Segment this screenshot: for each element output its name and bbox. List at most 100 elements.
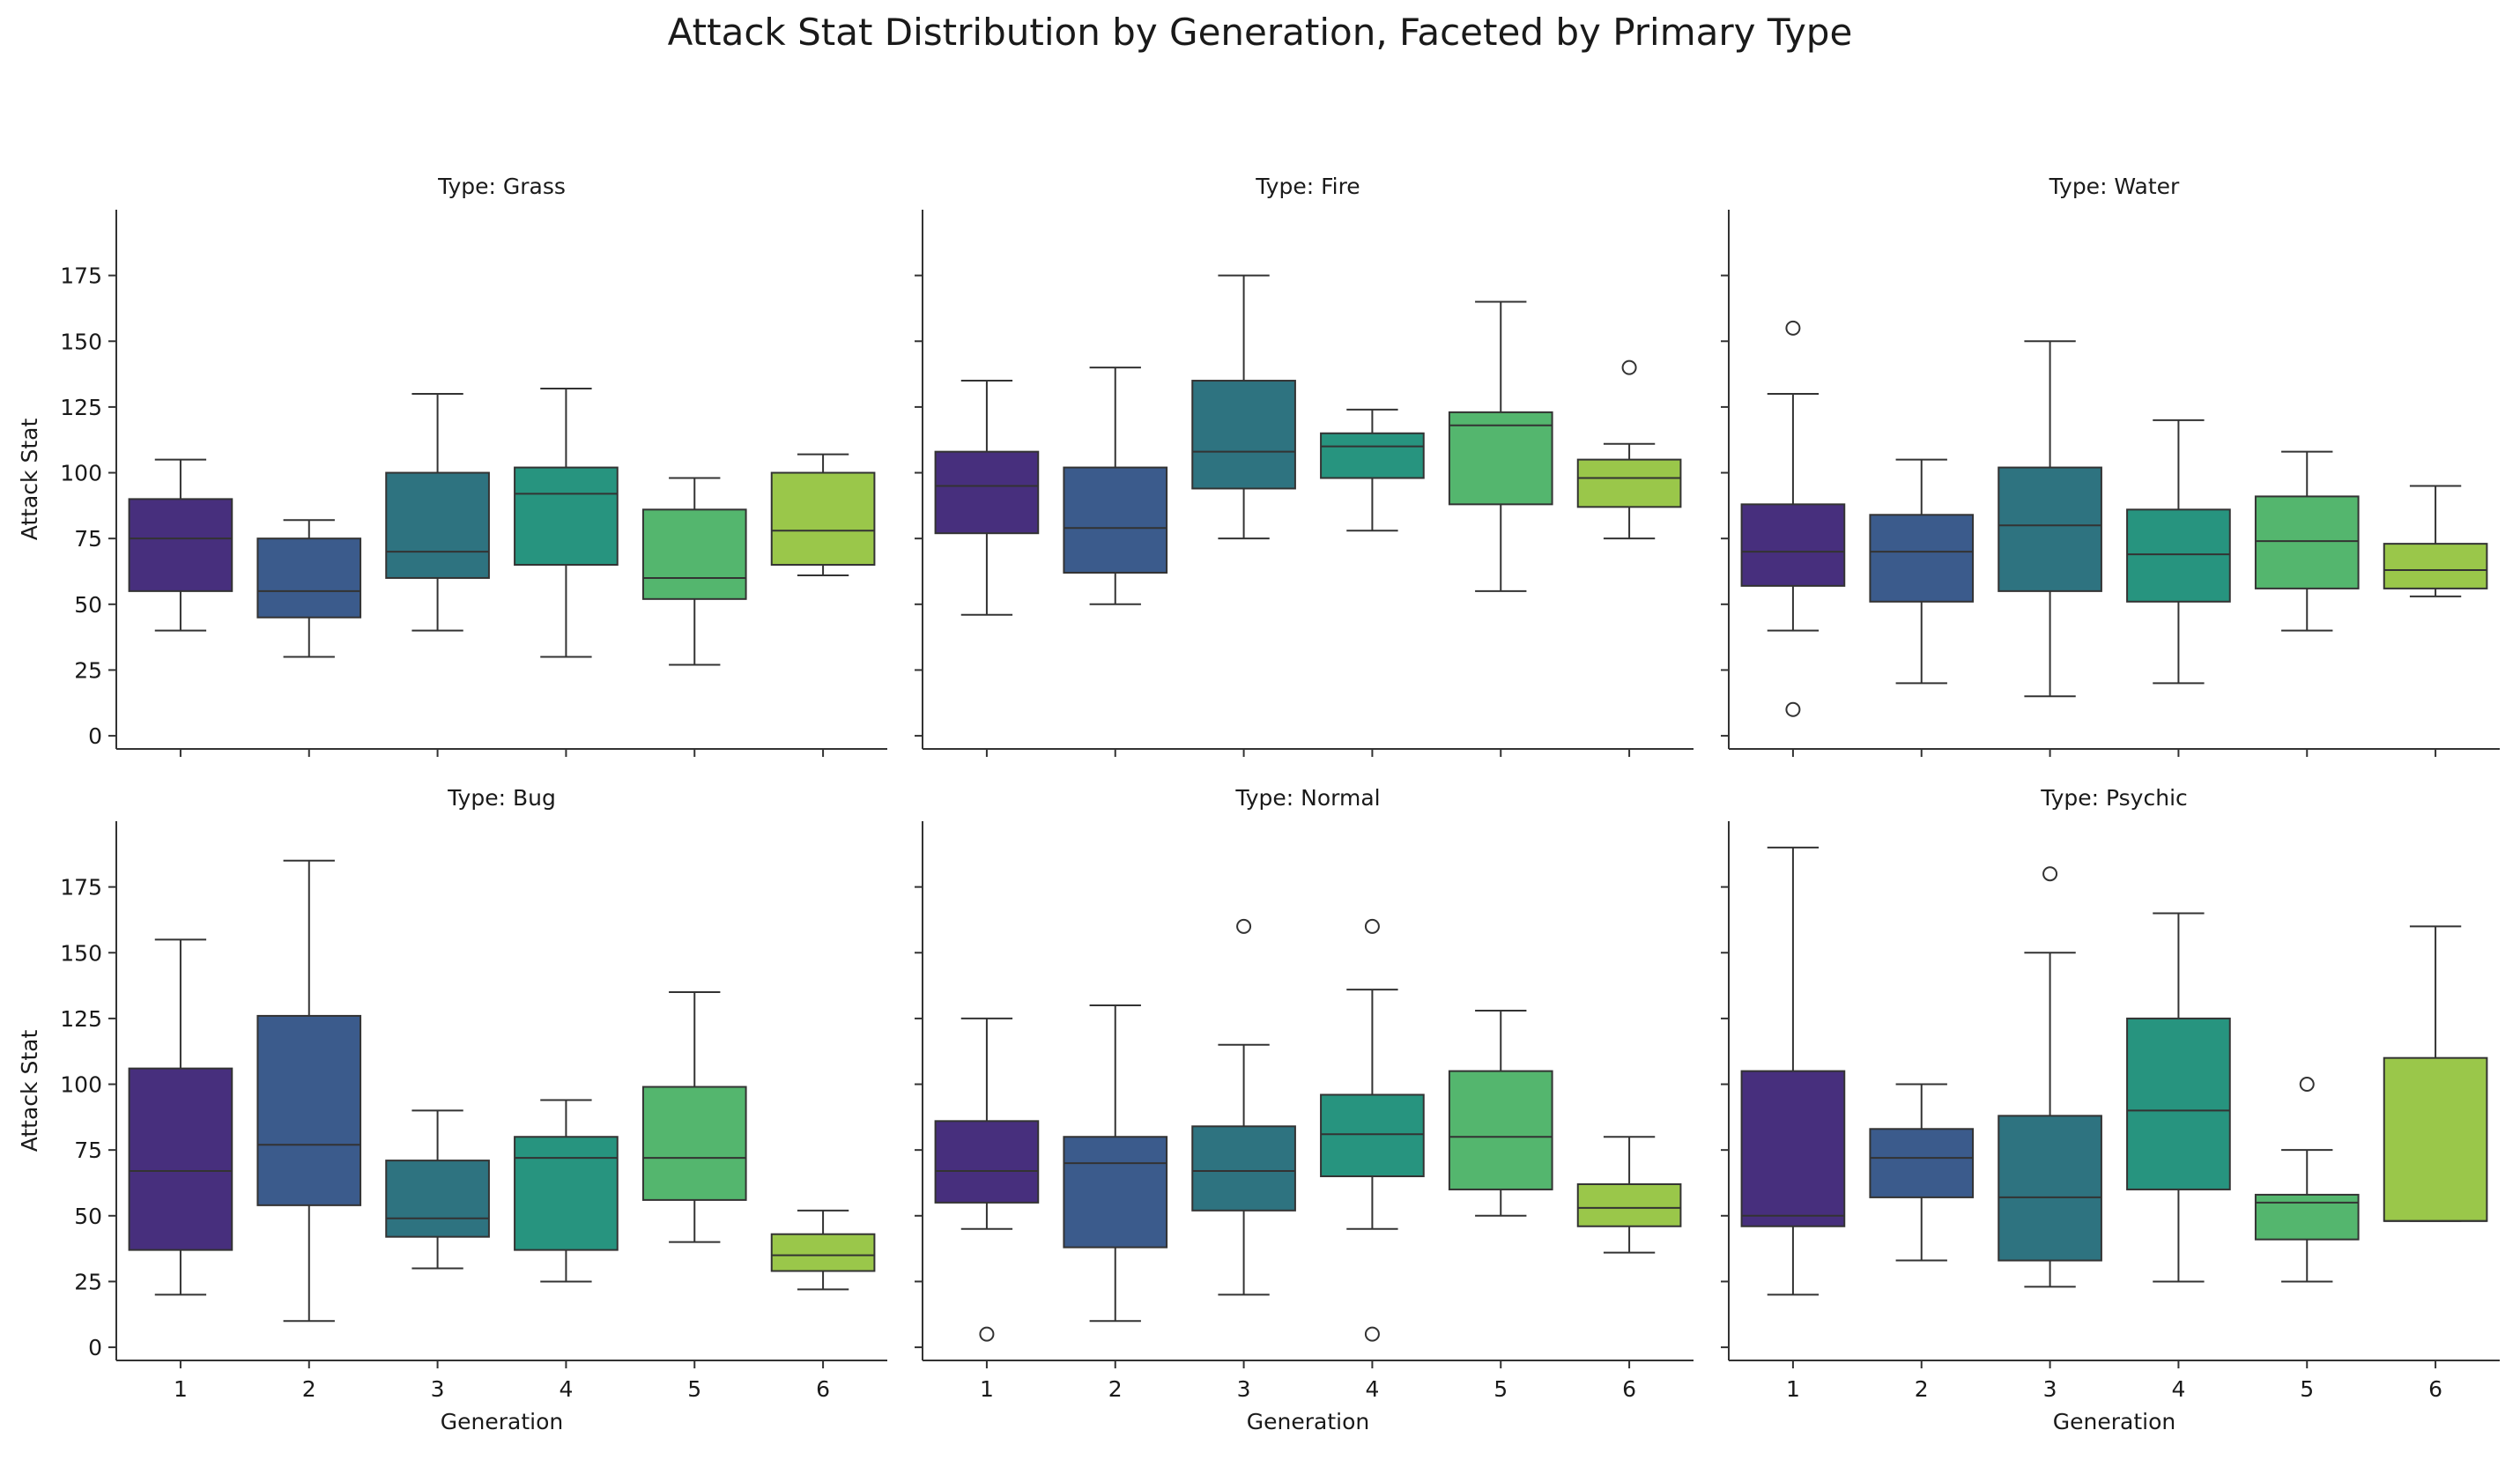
outlier-point [1621,359,1637,375]
x-tick-label: 3 [1237,1376,1251,1402]
box-gen-4 [1320,408,1425,532]
box-iqr [1191,1125,1296,1212]
box-gen-3 [1191,274,1296,540]
box-gen-6 [2383,485,2488,597]
box-iqr [385,1160,490,1238]
box-gen-4 [2126,912,2231,1283]
y-tick-label: 0 [88,1335,102,1360]
y-tick-label: 100 [60,1072,102,1098]
x-tick-label: 5 [2300,1376,2314,1402]
box-gen-2 [1063,1004,1168,1323]
box-gen-5 [1448,1009,1553,1217]
box-gen-6 [1576,359,1682,540]
box-iqr [1320,1093,1425,1178]
box-gen-4 [1320,918,1425,1342]
box-gen-3 [385,1109,490,1270]
box-gen-4 [514,388,619,658]
x-tick-label: 6 [1622,1376,1636,1402]
box-iqr [1576,1182,1682,1227]
box-gen-1 [1740,320,1846,717]
y-tick-label: 0 [88,723,102,749]
box-iqr [1869,514,1975,603]
box-gen-3 [385,392,490,632]
box-iqr [1997,466,2102,592]
box-gen-1 [934,380,1040,616]
facet-title: Type: Psychic [2040,785,2188,811]
box-gen-5 [2254,450,2360,632]
facet-title: Type: Fire [1255,174,1360,199]
y-tick-label: 50 [74,592,102,618]
y-tick-label: 25 [74,1269,102,1294]
box-iqr [1063,1136,1168,1249]
facet-title: Type: Normal [1234,785,1380,811]
x-axis-label: Generation [1247,1409,1369,1434]
x-tick-label: 4 [1365,1376,1379,1402]
y-tick-label: 25 [74,657,102,683]
box-iqr [2254,495,2360,589]
box-iqr [1448,411,1553,506]
box-iqr [1448,1070,1553,1190]
box-iqr [770,1233,876,1272]
outlier-point [2299,1077,2315,1093]
y-tick-label: 175 [60,263,102,289]
y-axis-label: Attack Stat [17,1030,42,1152]
box-gen-6 [770,453,876,576]
box-iqr [1063,466,1168,574]
facet-title: Type: Grass [437,174,566,199]
box-iqr [1576,458,1682,508]
box-iqr [2126,1017,2231,1190]
outlier-point [1364,1326,1380,1342]
y-tick-label: 75 [74,1138,102,1163]
figure-title: Attack Stat Distribution by Generation, … [667,11,1853,54]
box-gen-5 [1448,300,1553,592]
facet-panel-2: Type: Fire [915,174,1694,757]
box-iqr [2383,543,2488,589]
box-gen-5 [641,991,747,1243]
x-tick-label: 1 [1786,1376,1800,1402]
outlier-point [1785,320,1801,336]
y-axis-label: Attack Stat [17,419,42,541]
outlier-point [1236,918,1252,934]
x-tick-label: 2 [1108,1376,1123,1402]
x-tick-label: 2 [1915,1376,1929,1402]
box-iqr [128,498,233,592]
box-gen-3 [1997,866,2102,1288]
box-iqr [514,1136,619,1251]
facet-panel-4: Type: Bug 0 25 50 75 100 125 150 175 1 2 3 4 5 6 Attack… [17,785,887,1434]
box-gen-1 [128,458,233,632]
facet-panel-3: Type: Water [1721,174,2500,757]
x-tick-label: 4 [2171,1376,2185,1402]
y-tick-label: 50 [74,1204,102,1229]
outlier-point [1785,701,1801,717]
box-iqr [641,508,747,600]
outlier-point [1364,918,1380,934]
box-iqr [1740,1070,1846,1227]
box-gen-3 [1191,918,1296,1296]
box-gen-5 [2254,1077,2360,1283]
box-iqr [1740,503,1846,587]
box-gen-2 [1063,367,1168,605]
box-gen-1 [1740,846,1846,1296]
box-iqr [770,471,876,567]
box-iqr [385,471,490,579]
box-iqr [2254,1193,2360,1241]
box-gen-1 [128,938,233,1296]
box-iqr [1869,1128,1975,1198]
y-tick-label: 125 [60,1006,102,1032]
y-tick-label: 150 [60,940,102,966]
x-axis-label: Generation [441,1409,563,1434]
y-tick-label: 150 [60,329,102,354]
y-tick-label: 175 [60,875,102,900]
x-tick-label: 5 [687,1376,701,1402]
box-gen-2 [1869,1083,1975,1262]
box-iqr [1997,1115,2102,1262]
box-gen-4 [514,1099,619,1283]
outlier-point [2042,866,2058,882]
x-tick-label: 2 [302,1376,316,1402]
box-gen-4 [2126,419,2231,685]
x-tick-label: 6 [816,1376,830,1402]
box-iqr [1320,432,1425,479]
box-gen-6 [2383,925,2488,1222]
